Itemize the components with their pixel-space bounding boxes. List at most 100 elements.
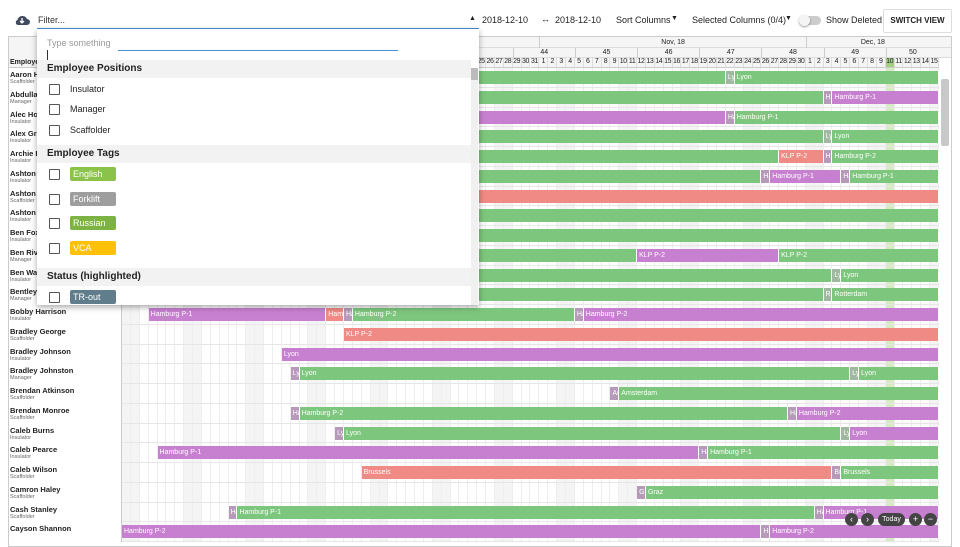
assignment-bar[interactable]: Hamburg P-1 bbox=[725, 110, 735, 124]
filter-option[interactable]: VCA bbox=[49, 241, 249, 255]
assignment-bar[interactable]: Lyon bbox=[841, 268, 939, 282]
assignment-bar[interactable]: Lyon bbox=[299, 367, 851, 381]
assignment-bar[interactable]: Hamburg P-1 bbox=[841, 169, 851, 183]
assignment-bar[interactable]: Lyon bbox=[832, 268, 842, 282]
zoom-in-button[interactable]: + bbox=[909, 513, 922, 526]
assignment-bar[interactable]: Graz bbox=[645, 485, 939, 499]
assignment-bar[interactable]: Lyon bbox=[344, 426, 842, 440]
filter-input[interactable]: Filter... bbox=[38, 15, 66, 25]
day-label: 2 bbox=[548, 58, 558, 68]
assignment-bar[interactable]: Lyon bbox=[335, 426, 344, 440]
checkbox[interactable] bbox=[49, 169, 60, 181]
assignment-bar[interactable]: Lyon bbox=[290, 367, 300, 381]
employee-name: Archie H bbox=[10, 149, 41, 158]
menu-scroll-thumb[interactable] bbox=[471, 68, 478, 80]
scrollbar-thumb[interactable] bbox=[941, 79, 949, 146]
assignment-bar[interactable]: KLP P-2 bbox=[344, 327, 939, 341]
filter-option[interactable]: Forklift bbox=[49, 191, 249, 206]
assignment-bar[interactable]: Hamburg P-1 bbox=[708, 446, 939, 460]
assignment-bar[interactable]: Lyon bbox=[841, 426, 851, 440]
assignment-bar[interactable]: Hamburg P-2 bbox=[761, 525, 771, 539]
checkbox[interactable] bbox=[49, 193, 60, 205]
assignment-bar[interactable]: Hamburg P-2 bbox=[299, 406, 789, 420]
assignment-bar[interactable]: Rotterdam bbox=[832, 288, 939, 302]
assignment-bar[interactable]: Brussels bbox=[841, 466, 939, 479]
checkbox[interactable] bbox=[49, 124, 60, 136]
day-column bbox=[805, 68, 815, 542]
assignment-bar[interactable]: KLP P-2 bbox=[637, 248, 780, 262]
checkbox[interactable] bbox=[49, 84, 60, 95]
filter-option[interactable]: TR-out bbox=[49, 289, 249, 304]
filter-option[interactable]: Scaffolder bbox=[49, 123, 249, 137]
day-label: 25 bbox=[752, 58, 762, 68]
toggle[interactable] bbox=[799, 15, 821, 26]
assignment-bar[interactable]: Hamburg P-2 bbox=[583, 308, 939, 321]
assignment-bar[interactable]: Hamburg P-1 bbox=[326, 308, 344, 321]
assignment-bar[interactable]: Lyon bbox=[859, 367, 939, 381]
date-from[interactable]: 2018-12-10 bbox=[482, 15, 529, 25]
assignment-bar[interactable]: KLP P-2 bbox=[779, 150, 824, 163]
assignment-bar[interactable]: Lyon bbox=[734, 71, 939, 84]
filter-option[interactable]: Russian bbox=[49, 216, 249, 231]
assignment-bar[interactable]: Hamburg P-2 bbox=[796, 406, 939, 420]
assignment-bar[interactable]: Hamburg P-1 bbox=[823, 90, 833, 104]
assignment-bar[interactable]: Hamburg P-1 bbox=[157, 446, 700, 460]
assignment-bar[interactable]: Hamburg P-1 bbox=[228, 505, 238, 519]
assignment-bar[interactable]: Brussels bbox=[832, 466, 842, 479]
switch-view-button[interactable]: SWITCH VIEW bbox=[883, 9, 952, 33]
assignment-bar[interactable]: Hamburg P-1 bbox=[832, 90, 939, 104]
assignment-bar[interactable]: Hamburg P-2 bbox=[574, 308, 584, 321]
assignment-bar[interactable]: Lyon bbox=[281, 347, 939, 361]
assignment-bar[interactable]: Hamburg P-2 bbox=[832, 150, 939, 163]
assignment-bar[interactable]: Hamburg P-2 bbox=[290, 406, 300, 420]
day-label: 29 bbox=[788, 58, 797, 68]
search-input[interactable]: Type something bbox=[47, 38, 111, 48]
assignment-bar[interactable]: Hamburg P-1 bbox=[850, 169, 939, 183]
assignment-bar[interactable]: Rotterdam bbox=[823, 288, 833, 302]
assignment-bar[interactable]: Amsterdam bbox=[610, 387, 620, 400]
assignment-bar[interactable]: Amsterdam bbox=[619, 387, 939, 400]
assignment-bar[interactable]: Lyon bbox=[850, 367, 860, 381]
bar-label: Hamburg P-1 bbox=[727, 113, 734, 121]
sort-icon[interactable]: ▲ bbox=[469, 15, 476, 22]
date-to[interactable]: 2018-12-10 bbox=[555, 15, 602, 25]
assignment-bar[interactable]: Hamburg P-1 bbox=[237, 505, 815, 519]
filter-option[interactable]: Insulator bbox=[49, 82, 249, 96]
assignment-bar[interactable]: Hamburg P-1 bbox=[761, 169, 771, 183]
assignment-bar[interactable]: Lyon bbox=[823, 130, 833, 144]
selected-columns[interactable]: Selected Columns (0/4) bbox=[692, 15, 787, 25]
assignment-bar[interactable]: Hamburg P-1 bbox=[814, 505, 824, 519]
employee-name: Brendan Atkinson bbox=[10, 386, 75, 395]
filter-option[interactable]: Manager bbox=[49, 102, 249, 116]
bar-label: Lyon bbox=[283, 350, 299, 358]
assignment-bar[interactable]: Hamburg P-2 bbox=[344, 308, 353, 321]
assignment-bar[interactable]: Hamburg P-1 bbox=[734, 110, 939, 124]
next-button[interactable]: › bbox=[861, 513, 874, 526]
prev-button[interactable]: ‹ bbox=[845, 513, 858, 526]
checkbox[interactable] bbox=[49, 291, 60, 303]
bar-label: Lyon bbox=[834, 133, 850, 141]
sort-columns[interactable]: Sort Columns bbox=[616, 15, 671, 25]
assignment-bar[interactable]: Lyon bbox=[850, 426, 939, 440]
assignment-bar[interactable]: Hamburg P-2 bbox=[122, 525, 762, 539]
assignment-bar[interactable]: Hamburg P-1 bbox=[699, 446, 709, 460]
zoom-out-button[interactable]: − bbox=[924, 513, 937, 526]
assignment-bar[interactable]: KLP P-2 bbox=[779, 248, 939, 262]
cloud-icon[interactable] bbox=[14, 13, 30, 26]
assignment-bar[interactable]: Hamburg P-2 bbox=[770, 525, 939, 539]
assignment-bar[interactable]: Lyon bbox=[832, 130, 939, 144]
assignment-bar[interactable]: Brussels bbox=[361, 466, 833, 479]
assignment-bar[interactable]: Hamburg P-1 bbox=[148, 308, 327, 321]
filter-option[interactable]: English bbox=[49, 167, 249, 182]
day-column bbox=[451, 68, 460, 542]
assignment-bar[interactable]: Hamburg P-1 bbox=[770, 169, 842, 183]
assignment-bar[interactable]: Hamburg P-2 bbox=[823, 150, 833, 163]
today-button[interactable]: Today bbox=[878, 513, 905, 526]
checkbox[interactable] bbox=[49, 104, 60, 116]
assignment-bar[interactable]: Lyon bbox=[725, 71, 735, 84]
checkbox[interactable] bbox=[49, 243, 60, 254]
assignment-bar[interactable]: Hamburg P-2 bbox=[352, 308, 575, 321]
assignment-bar[interactable]: Hamburg P-2 bbox=[788, 406, 797, 420]
assignment-bar[interactable]: Graz bbox=[637, 485, 646, 499]
checkbox[interactable] bbox=[49, 218, 60, 230]
